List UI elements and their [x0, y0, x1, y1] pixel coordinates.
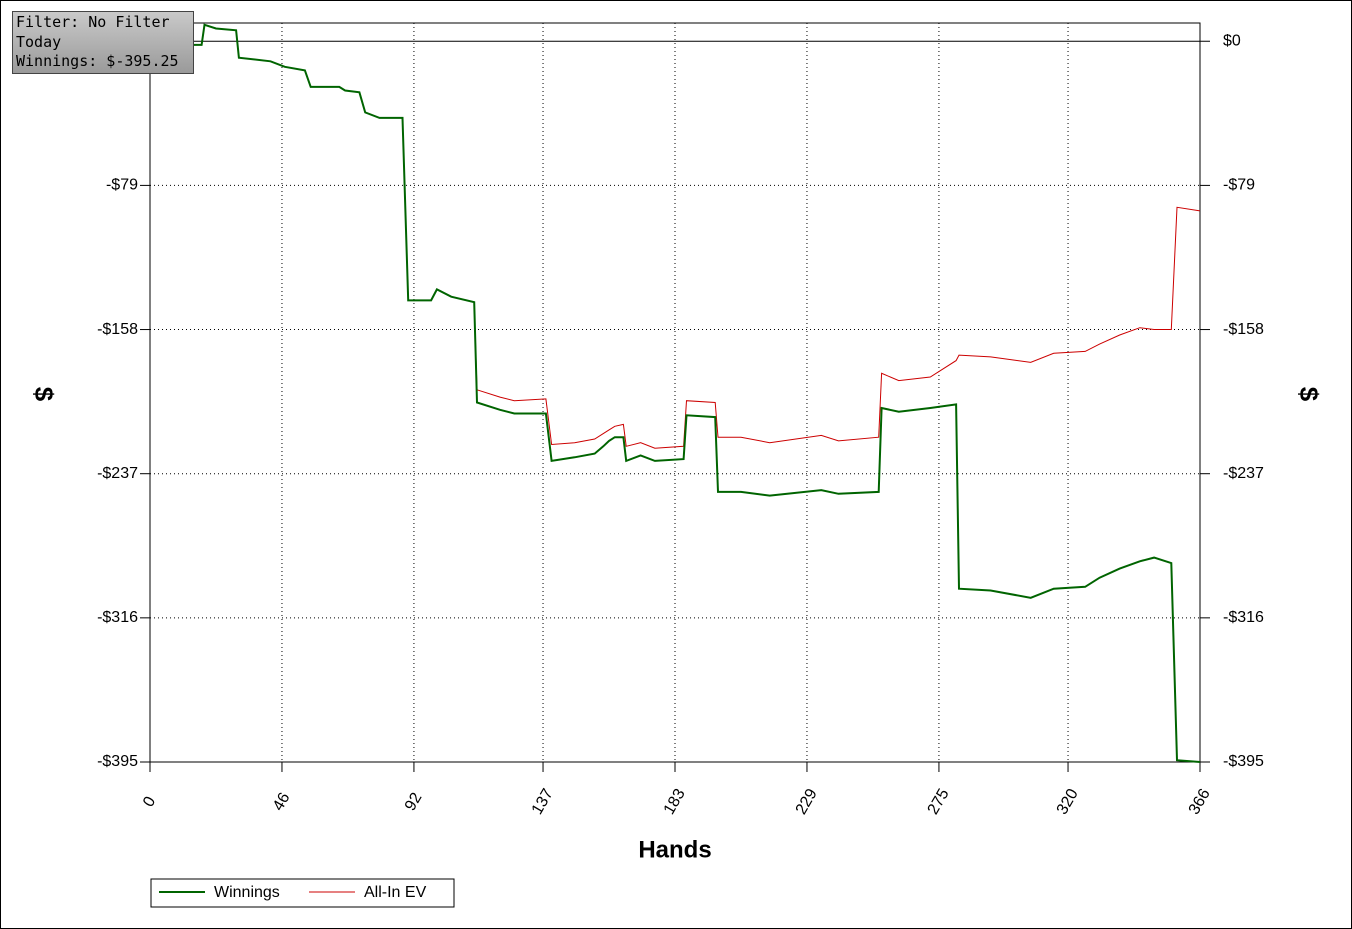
- y-tick-label: -$79: [106, 177, 138, 194]
- winnings-text: Winnings: $-395.25: [16, 52, 179, 70]
- filter-text: Filter: No Filter: [16, 13, 170, 31]
- y-tick-label: -$395: [97, 753, 138, 770]
- x-tick-label: 137: [529, 786, 557, 818]
- y2-tick-label: -$158: [1223, 321, 1264, 338]
- y-axis-label: $: [29, 387, 59, 402]
- series-line: [149, 23, 1201, 763]
- x-tick-label: 320: [1054, 786, 1082, 818]
- y2-tick-label: -$79: [1223, 177, 1255, 194]
- period-text: Today: [16, 32, 62, 51]
- y2-tick-label: $0: [1223, 32, 1241, 49]
- y-tick-label: -$316: [97, 609, 138, 626]
- series-line: [149, 24, 1201, 449]
- x-tick-label: 229: [793, 786, 821, 818]
- y2-tick-label: -$237: [1223, 465, 1264, 482]
- y-tick-label: -$158: [97, 321, 138, 338]
- info-box: Filter: No Filter Today Winnings: $-395.…: [12, 11, 194, 74]
- x-tick-label: 183: [661, 786, 689, 818]
- legend-label: Winnings: [214, 884, 280, 901]
- y-tick-label: -$237: [97, 465, 138, 482]
- x-axis-label: Hands: [638, 836, 711, 863]
- legend-label: All-In EV: [364, 884, 427, 901]
- y2-tick-label: -$395: [1223, 753, 1264, 770]
- x-tick-label: 92: [402, 790, 426, 814]
- x-tick-label: 0: [140, 794, 159, 810]
- x-tick-label: 366: [1186, 786, 1214, 818]
- x-tick-label: 46: [270, 790, 294, 814]
- y2-tick-label: -$316: [1223, 609, 1264, 626]
- y2-axis-label: $: [1294, 387, 1324, 402]
- x-tick-label: 275: [925, 786, 953, 818]
- legend: Winnings All-In EV: [150, 878, 455, 908]
